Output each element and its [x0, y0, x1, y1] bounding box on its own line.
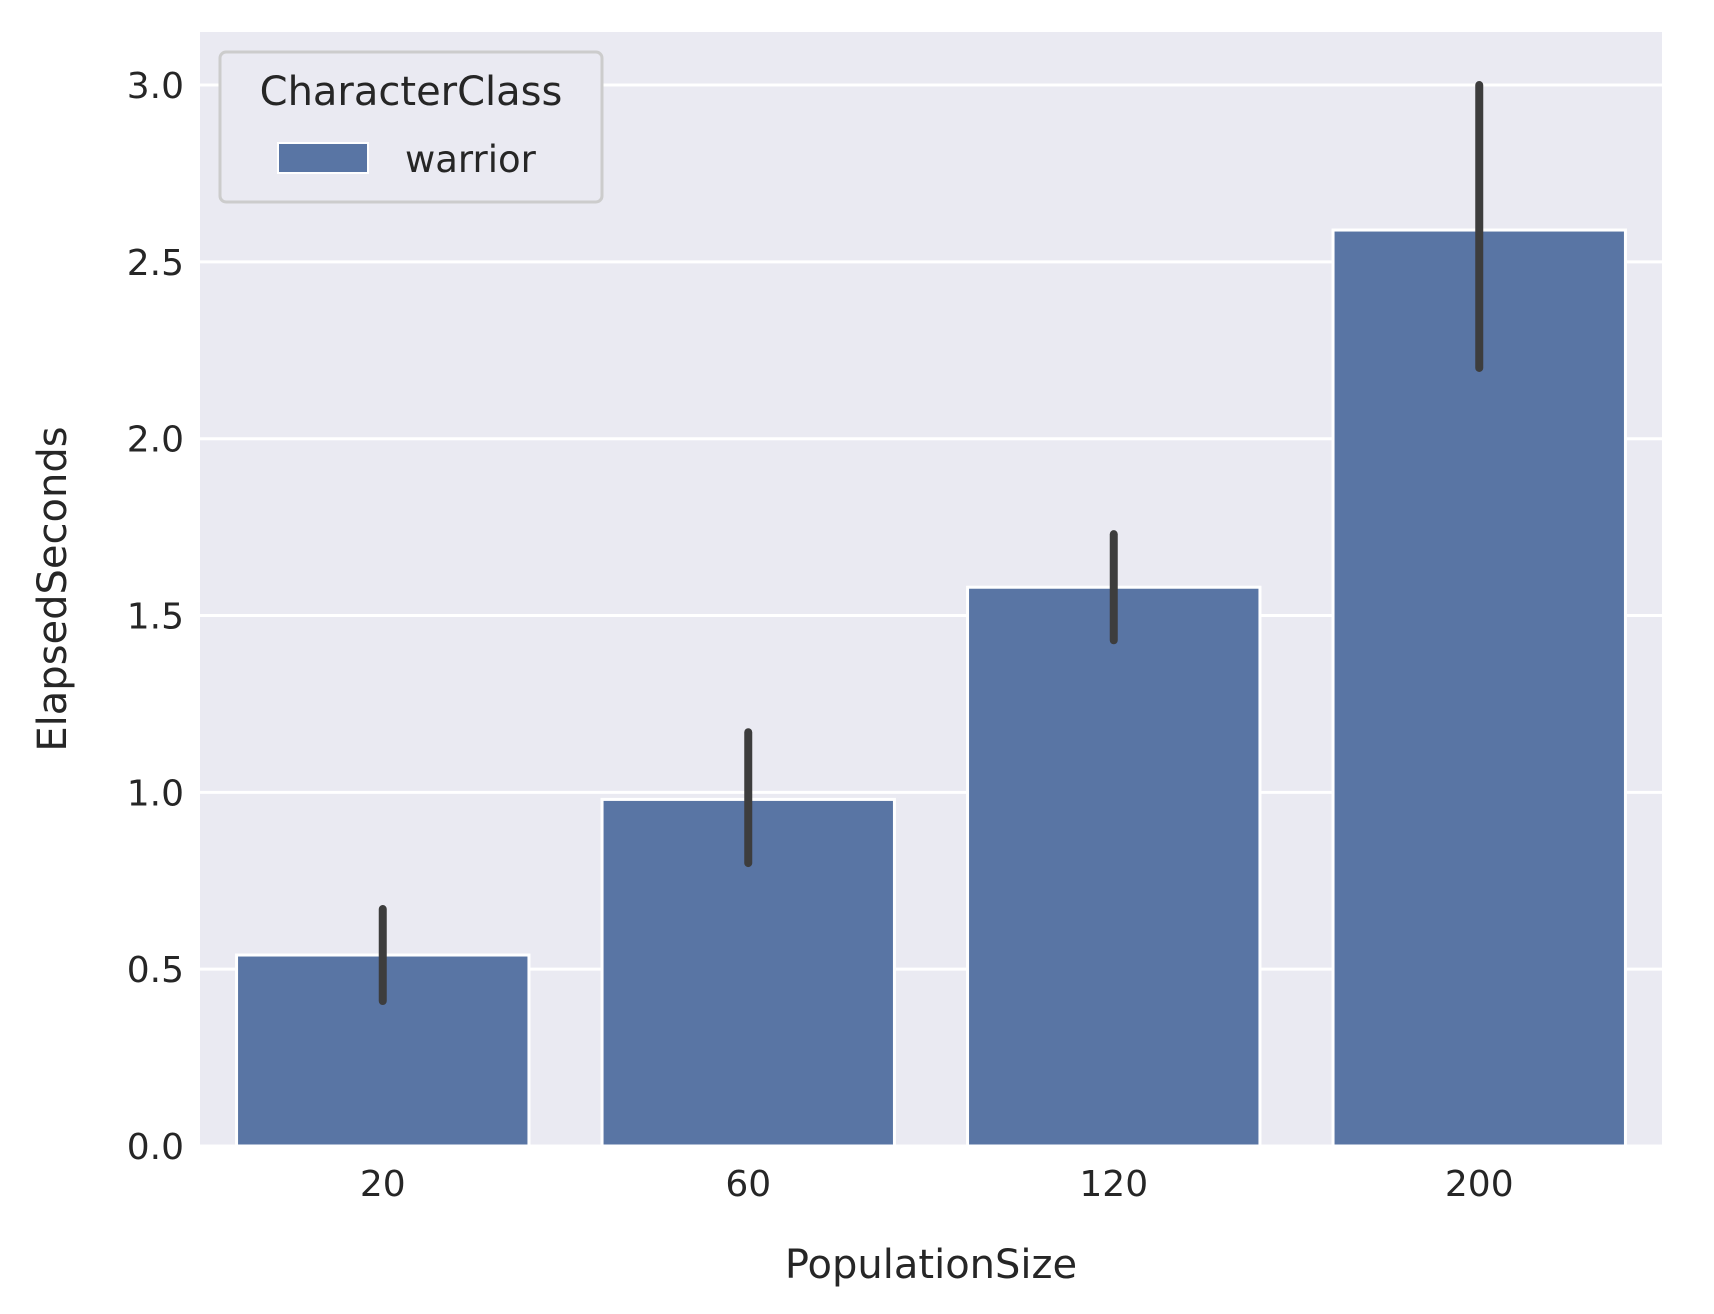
y-tick-label: 1.5 — [127, 597, 184, 638]
y-tick-label: 3.0 — [127, 66, 184, 107]
y-tick-label: 1.0 — [127, 773, 184, 814]
y-tick-label: 2.5 — [127, 243, 184, 284]
bar-120 — [966, 585, 1262, 1148]
legend-swatch-warrior — [277, 142, 369, 174]
legend-title: CharacterClass — [260, 69, 563, 115]
bar-200 — [1331, 228, 1627, 1148]
x-tick-label: 20 — [360, 1164, 406, 1205]
y-tick-label: 0.0 — [127, 1127, 184, 1168]
x-tick-label: 60 — [725, 1164, 771, 1205]
error-bars — [378, 81, 1484, 1006]
y-tick-labels: 0.0 0.5 1.0 1.5 2.0 2.5 3.0 — [127, 66, 184, 1168]
x-axis-title: PopulationSize — [785, 1242, 1077, 1288]
x-tick-labels: 20 60 120 200 — [360, 1164, 1514, 1205]
y-tick-label: 2.0 — [127, 420, 184, 461]
x-tick-label: 200 — [1445, 1164, 1514, 1205]
y-axis-title: ElapsedSeconds — [30, 426, 76, 751]
legend-label-warrior: warrior — [405, 138, 537, 181]
x-tick-label: 120 — [1079, 1164, 1148, 1205]
y-tick-label: 0.5 — [127, 950, 184, 991]
legend: CharacterClass warrior — [218, 50, 604, 204]
